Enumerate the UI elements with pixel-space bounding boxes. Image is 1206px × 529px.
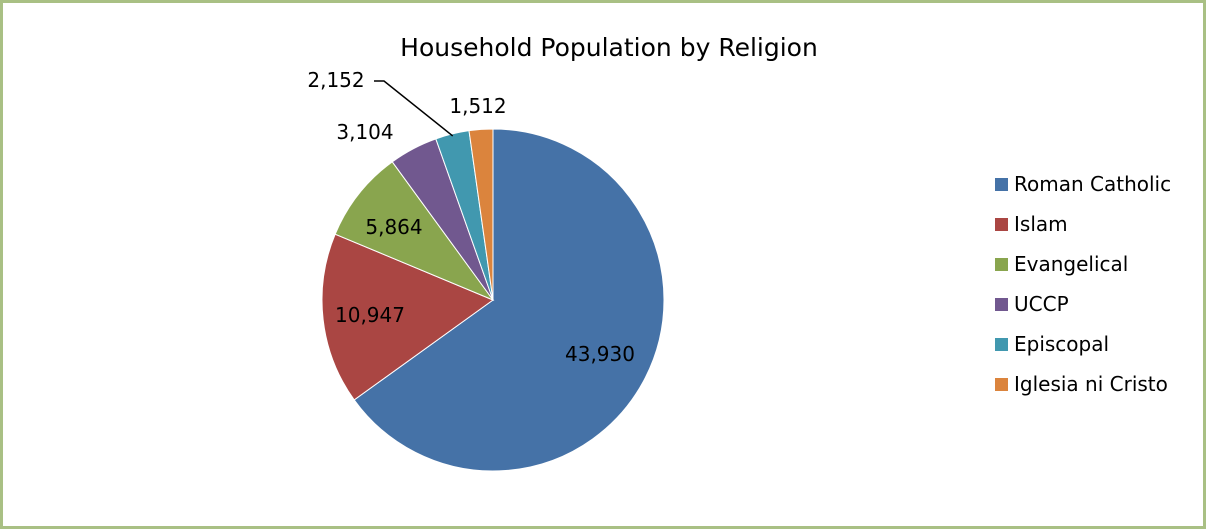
- legend-label: Roman Catholic: [1014, 172, 1172, 196]
- pie-slice-evangelical: [334, 161, 495, 302]
- data-label: 43,930: [565, 342, 635, 366]
- legend-item: UCCP: [995, 284, 1171, 324]
- legend-swatch: [995, 257, 1008, 271]
- legend-label: UCCP: [1014, 292, 1069, 316]
- data-label: 1,512: [449, 94, 506, 118]
- legend-label: Episcopal: [1014, 332, 1110, 356]
- chart-title: Household Population by Religion: [400, 33, 818, 62]
- data-label: 2,152: [307, 68, 364, 92]
- legend-item: Evangelical: [995, 244, 1171, 284]
- data-label: 5,864: [365, 215, 422, 239]
- legend-item: Iglesia ni Cristo: [995, 364, 1171, 404]
- legend-label: Iglesia ni Cristo: [1014, 372, 1168, 396]
- legend-swatch: [995, 337, 1008, 351]
- legend-item: Islam: [995, 204, 1171, 244]
- leader-line: [374, 80, 454, 137]
- legend-item: Roman Catholic: [995, 164, 1171, 204]
- data-label: 10,947: [335, 303, 405, 327]
- legend-swatch: [995, 177, 1008, 191]
- pie-chart: 43,930 10,947 5,864 3,104 2,152 1,512: [307, 68, 665, 472]
- data-label: 3,104: [336, 120, 393, 144]
- pie-slice-iglesia-ni-cristo: [468, 128, 494, 301]
- legend-swatch: [995, 217, 1008, 231]
- pie-slice-islam: [321, 233, 495, 401]
- pie-slice-roman-catholic: [353, 128, 665, 472]
- legend-swatch: [995, 377, 1008, 391]
- legend-item: Episcopal: [995, 324, 1171, 364]
- chart-legend: Roman Catholic Islam Evangelical UCCP Episco…: [995, 164, 1171, 404]
- legend-swatch: [995, 297, 1008, 311]
- legend-label: Evangelical: [1014, 252, 1129, 276]
- legend-label: Islam: [1014, 212, 1068, 236]
